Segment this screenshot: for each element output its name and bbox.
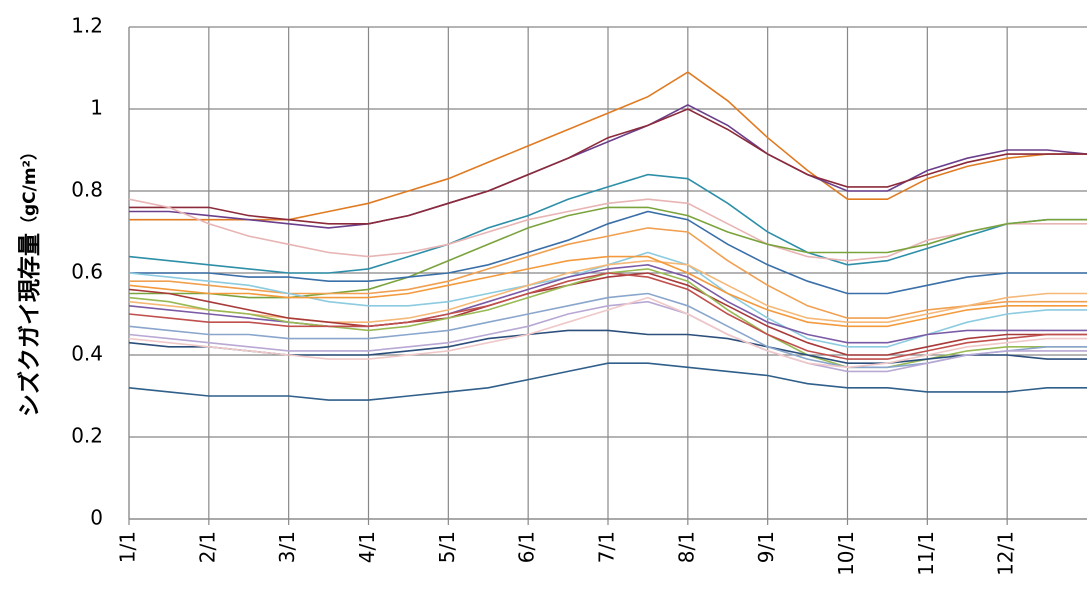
x-tick-label: 2/1 <box>195 531 219 563</box>
y-tick-label: 1 <box>90 96 103 120</box>
x-tick-label: 1/1 <box>116 531 140 563</box>
series-line <box>128 255 1087 328</box>
x-tick-label: 9/1 <box>754 531 778 563</box>
y-tick-label: 0.6 <box>71 260 103 284</box>
series-line <box>128 198 1087 262</box>
x-tick-label: 5/1 <box>435 531 459 563</box>
series-line <box>128 272 1087 360</box>
y-tick-label: 0.2 <box>71 424 103 448</box>
y-tick-label: 0.4 <box>71 342 103 366</box>
x-tick-label: 7/1 <box>595 531 619 563</box>
x-tick-label: 10/1 <box>834 531 858 576</box>
y-tick-label: 1.2 <box>71 14 103 38</box>
series-line <box>128 300 1087 373</box>
y-axis-title: シズクガイ現存量（gC/m²） <box>16 143 43 417</box>
series-line <box>128 272 1087 356</box>
y-axis-title-unit: （gC/m²） <box>19 143 40 233</box>
series-line <box>128 173 1087 274</box>
x-tick-label: 4/1 <box>355 531 379 563</box>
x-tick-label: 3/1 <box>275 531 299 563</box>
x-tick-label: 12/1 <box>994 531 1018 576</box>
series-line <box>129 104 1087 229</box>
series-line <box>129 108 1087 225</box>
x-tick-label: 6/1 <box>515 531 539 563</box>
y-axis-title-main: シズクガイ現存量 <box>16 233 43 417</box>
series-line <box>128 296 1087 369</box>
x-tick-label: 11/1 <box>914 531 938 576</box>
series-line <box>129 210 1087 295</box>
y-tick-label: 0.8 <box>71 178 103 202</box>
y-tick-label: 0 <box>90 506 103 530</box>
series-line <box>128 362 1087 401</box>
x-tick-label: 8/1 <box>674 531 698 563</box>
